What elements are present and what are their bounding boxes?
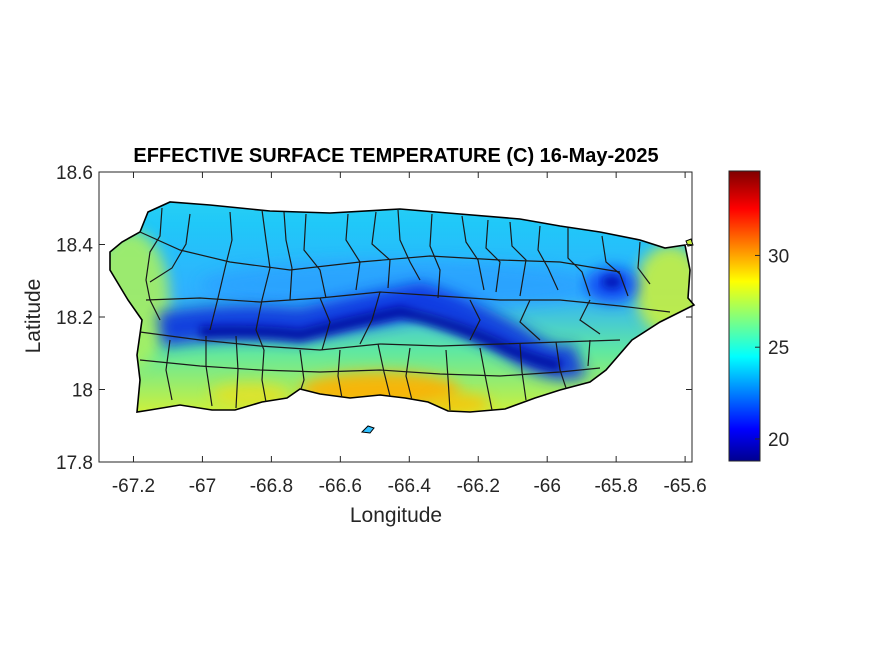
y-tick-label: 18.2	[56, 308, 93, 329]
x-tick-label: -66.8	[250, 476, 293, 497]
x-tick-label: -66	[533, 476, 560, 497]
y-tick-label: 18.6	[56, 163, 93, 184]
x-tick-label: -67	[189, 476, 216, 497]
x-tick-label: -66.4	[388, 476, 432, 497]
colorbar-tick-label: 25	[768, 338, 789, 359]
colorbar	[728, 170, 761, 462]
municipality-boundaries	[139, 207, 671, 411]
y-tick-label: 17.8	[56, 453, 93, 474]
colorbar-tick-label: 30	[768, 246, 789, 267]
y-tick-label: 18.4	[56, 236, 93, 257]
colorbar-tick-label: 20	[768, 430, 789, 451]
chart-title: EFFECTIVE SURFACE TEMPERATURE (C) 16-May…	[133, 145, 658, 167]
x-axis: -67.2 -67 -66.8 -66.6 -66.4 -66.2 -66 -65.8 -65.…	[112, 172, 707, 497]
x-tick-label: -65.6	[663, 476, 706, 497]
x-tick-label: -67.2	[112, 476, 155, 497]
small-island-outline	[360, 425, 375, 434]
x-tick-label: -66.6	[319, 476, 362, 497]
x-tick-label: -65.8	[594, 476, 637, 497]
colorbar-ticks: 20 25 30	[755, 246, 789, 451]
x-axis-label: Longitude	[350, 504, 442, 527]
puerto-rico-coastline	[109, 201, 696, 413]
x-tick-label: -66.2	[457, 476, 500, 497]
y-tick-label: 18	[72, 381, 93, 402]
y-axis-label: Latitude	[22, 279, 45, 354]
temperature-field	[110, 202, 694, 412]
y-axis: 17.8 18 18.2 18.4 18.6	[56, 163, 692, 474]
